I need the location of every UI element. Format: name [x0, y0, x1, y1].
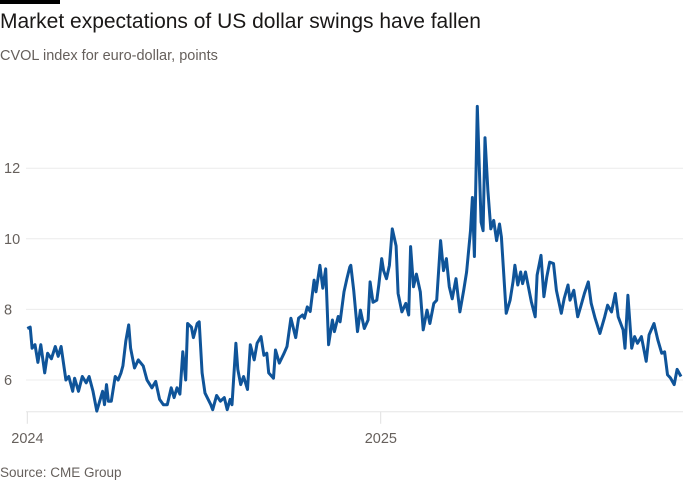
chart-subtitle: CVOL index for euro-dollar, points — [0, 48, 218, 64]
x-tick-label: 2025 — [365, 431, 397, 447]
series-line-cvol — [26, 104, 683, 413]
y-tick-label: 12 — [4, 161, 20, 177]
y-tick-label: 8 — [4, 302, 12, 318]
y-tick-label: 6 — [4, 373, 12, 389]
x-tick-label: 2024 — [11, 431, 43, 447]
x-axis-ticks: 2024 2025 — [11, 411, 397, 447]
y-axis-ticks: 6 8 10 12 — [4, 161, 20, 389]
brand-bar — [0, 0, 60, 4]
source-note: Source: CME Group — [0, 465, 122, 480]
chart-title: Market expectations of US dollar swings … — [0, 10, 481, 33]
y-tick-label: 10 — [4, 232, 20, 248]
